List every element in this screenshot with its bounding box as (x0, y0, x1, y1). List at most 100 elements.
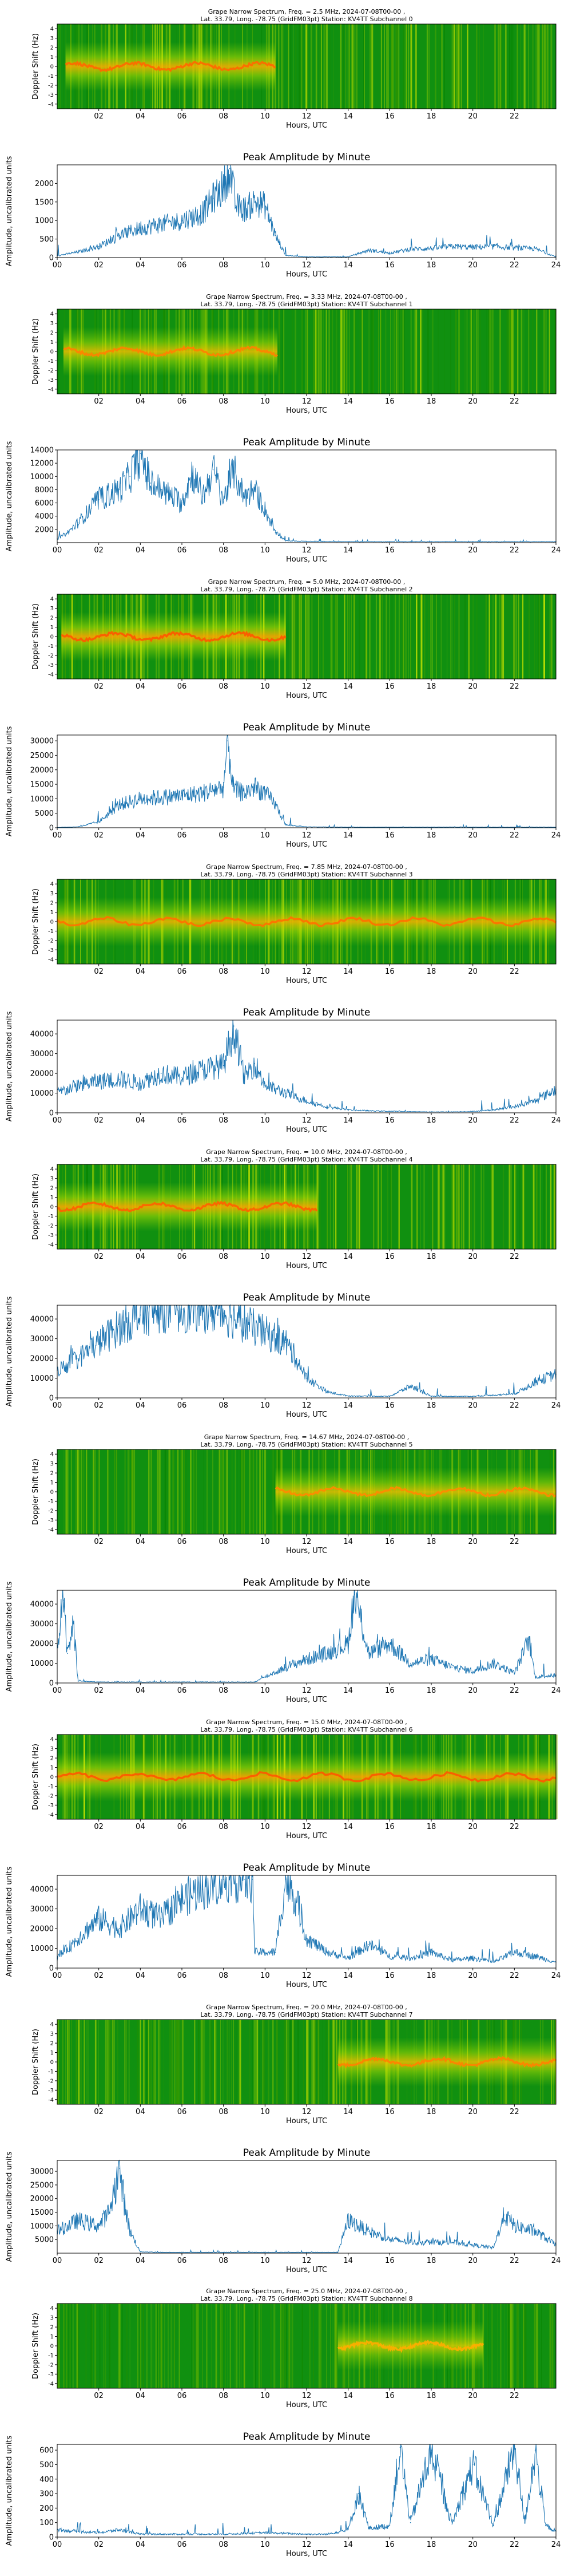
spectrogram-stripe (128, 2020, 130, 2104)
amplitude-data-point (77, 522, 79, 524)
spectrogram-stripe (105, 2020, 107, 2104)
spectrogram-stripe (347, 594, 348, 679)
spectrogram-stripe (301, 2304, 303, 2388)
spectrogram-stripe (326, 24, 328, 109)
amplitude-xtick-label: 24 (551, 1116, 561, 1125)
amplitude-data-point (524, 2522, 526, 2523)
amplitude-xtick-label: 16 (385, 1971, 395, 1980)
amplitude-ytick-label: 15000 (30, 781, 54, 789)
amplitude-data-point (77, 1084, 79, 1086)
spectrogram-stripe (317, 309, 320, 394)
spectrogram-xtick-label: 12 (302, 2392, 312, 2400)
spectrogram-stripe (157, 2304, 159, 2388)
amplitude-data-point (472, 1396, 474, 1397)
amplitude-data-point (181, 1309, 182, 1310)
spectrogram-stripe (320, 2304, 321, 2388)
spectrogram-stripe (538, 594, 540, 679)
amplitude-title: Peak Amplitude by Minute (243, 1007, 371, 1018)
spectrogram-stripe (90, 2304, 92, 2388)
spectrogram-stripe (240, 1449, 241, 1534)
spectrogram-stripe (184, 1449, 185, 1534)
spectrogram-stripe (415, 309, 418, 394)
spectrogram-xtick-label: 02 (94, 397, 104, 406)
spectrogram-stripe (119, 2304, 121, 2388)
spectrogram-stripe (336, 1164, 337, 1249)
spectrogram-stripe (106, 2020, 109, 2104)
spectrogram-stripe (303, 2020, 304, 2104)
amplitude-title: Peak Amplitude by Minute (243, 437, 371, 448)
amplitude-data-point (296, 1898, 297, 1900)
spectrogram-stripe (337, 309, 338, 394)
spectrogram-stripe (67, 2020, 69, 2104)
spectrogram-stripe (272, 2020, 274, 2104)
spectrogram-stripe (499, 309, 501, 394)
spectrogram-stripe (455, 309, 457, 394)
amplitude-title: Peak Amplitude by Minute (243, 1577, 371, 1589)
spectrogram-stripe (220, 2304, 221, 2388)
amplitude-data-point (306, 1658, 307, 1660)
spectrogram-ytick-label: -3 (48, 1518, 54, 1524)
amplitude-title: Peak Amplitude by Minute (243, 2431, 371, 2443)
spectrogram-stripe (483, 1164, 484, 1249)
amplitude-data-point (119, 804, 120, 805)
spectrogram-xtick-label: 16 (385, 112, 395, 121)
amplitude-data-point (140, 798, 141, 800)
spectrogram-stripe (443, 1164, 444, 1249)
amplitude-ytick-label: 0 (49, 1394, 54, 1403)
spectrogram-stripe (289, 594, 291, 679)
spectrogram-xtick-label: 06 (177, 967, 187, 976)
amplitude-ytick-label: 20000 (30, 1640, 54, 1649)
spectrogram-stripe (332, 594, 333, 679)
spectrogram-stripe (335, 2304, 337, 2388)
spectrogram-stripe (510, 309, 512, 394)
spectrogram-stripe (343, 309, 344, 394)
amplitude-ytick-label: 40000 (30, 1601, 54, 1609)
amplitude-xtick-label: 04 (136, 261, 145, 270)
spectrogram-ytick-label: 0 (50, 349, 54, 355)
amplitude-ytick-label: 0 (49, 1965, 54, 1973)
spectrogram-stripe (387, 1164, 388, 1249)
spectrogram-stripe (329, 24, 331, 109)
spectrogram-stripe (503, 594, 504, 679)
amplitude-data-point (410, 1111, 411, 1112)
spectrogram-stripe (328, 309, 330, 394)
spectrogram-stripe (331, 309, 332, 394)
spectrogram-ytick-label: -4 (48, 1812, 54, 1818)
spectrogram-stripe (287, 2020, 288, 2104)
spectrogram-stripe (323, 309, 324, 394)
spectrogram-stripe (428, 24, 430, 109)
amplitude-data-point (347, 1109, 349, 1111)
spectrogram-stripe (478, 309, 479, 394)
spectrogram-stripe (181, 1449, 183, 1534)
spectrogram-ytick-label: 4 (50, 1737, 54, 1743)
amplitude-xlabel: Hours, UTC (286, 840, 327, 849)
spectrogram-stripe (308, 594, 310, 679)
spectrogram-stripe (483, 24, 484, 109)
amplitude-data-point (431, 248, 432, 249)
amplitude-data-point (160, 1073, 162, 1074)
spectrogram-stripe (317, 2020, 320, 2104)
spectrogram-stripe (318, 594, 319, 679)
amplitude-xtick-label: 16 (385, 831, 395, 840)
amplitude-ytick-label: 600 (39, 2447, 54, 2455)
spectrogram-stripe (345, 24, 346, 109)
amplitude-ylabel: Amplitude, uncalibrated units (5, 2151, 14, 2262)
spectrogram-stripe (500, 24, 502, 109)
spectrogram-stripe (459, 24, 460, 109)
spectrogram-xtick-label: 14 (343, 1823, 353, 1831)
spectrogram-stripe (394, 309, 396, 394)
amplitude-data-point (347, 827, 349, 828)
amplitude-ylabel: Amplitude, uncalibrated units (5, 2435, 14, 2546)
spectrogram-stripe (126, 2020, 128, 2104)
spectrogram-stripe (81, 1449, 82, 1534)
amplitude-ylabel: Amplitude, uncalibrated units (5, 441, 14, 551)
spectrogram-stripe (390, 1164, 392, 1249)
spectrogram-stripe (354, 594, 356, 679)
spectrogram-stripe (220, 2304, 221, 2388)
spectrogram-xtick-label: 22 (510, 682, 519, 691)
spectrogram-stripe (71, 2020, 72, 2104)
spectrogram-stripe (335, 2020, 337, 2104)
spectrogram-stripe (424, 594, 426, 679)
spectrogram-stripe (356, 1164, 357, 1249)
spectrogram-ytick-label: 4 (50, 882, 54, 888)
